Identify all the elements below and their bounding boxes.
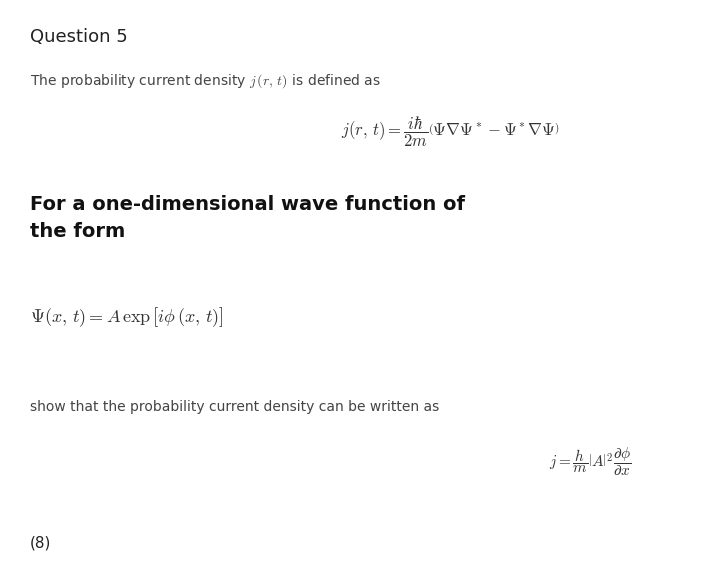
Text: $\Psi(x,\, t) = A\,\exp\left[i\phi\,(x,\, t)\right]$: $\Psi(x,\, t) = A\,\exp\left[i\phi\,(x,\…: [30, 305, 224, 329]
Text: show that the probability current density can be written as: show that the probability current densit…: [30, 400, 440, 414]
Text: The probability current density $j\,(r,\, t)$ is defined as: The probability current density $j\,(r,\…: [30, 72, 381, 90]
Text: For a one-dimensional wave function of: For a one-dimensional wave function of: [30, 195, 465, 214]
Text: (8): (8): [30, 535, 52, 550]
Text: the form: the form: [30, 222, 125, 241]
Text: Question 5: Question 5: [30, 28, 128, 46]
Text: $j(r,\, t) = \dfrac{i\hbar}{2m}\left(\Psi\nabla\Psi^* - \Psi^*\nabla\Psi\right)$: $j(r,\, t) = \dfrac{i\hbar}{2m}\left(\Ps…: [341, 115, 559, 149]
Text: $j = \dfrac{h}{m}\left|A\right|^2\dfrac{\partial\phi}{\partial x}$: $j = \dfrac{h}{m}\left|A\right|^2\dfrac{…: [549, 445, 631, 478]
